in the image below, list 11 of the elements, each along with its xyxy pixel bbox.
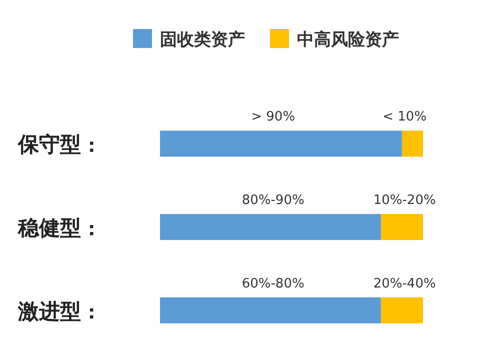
legend-label: 中高风险资产 [297,30,399,50]
y-tick-label: 保守型 [17,132,81,157]
legend-label: 固收类资产 [160,30,245,50]
annotation: 10%-20% [373,193,436,208]
annotation: 20%-40% [373,276,436,292]
annotation: 80%-90% [242,193,304,208]
annotation: < 10% [382,110,427,125]
y-tick-label: 激进型 [17,299,81,324]
annotation: 60%-80% [242,276,304,292]
annotation: > 90% [251,110,296,125]
y-tick-label: 稳健型 [17,216,81,240]
